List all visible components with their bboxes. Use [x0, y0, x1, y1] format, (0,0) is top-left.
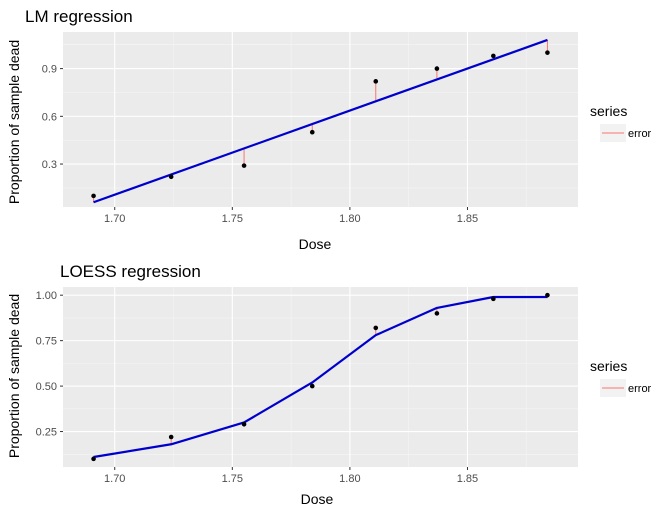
minor-grid — [63, 287, 578, 467]
legend: series error — [590, 358, 652, 397]
data-point — [309, 129, 315, 135]
plot-area — [63, 32, 578, 207]
x-tick-label: 1.75 — [222, 213, 243, 225]
legend-title: series — [590, 358, 627, 374]
data-point — [168, 174, 174, 180]
y-tick-label: 0.3 — [42, 159, 57, 171]
data-point — [91, 193, 96, 199]
legend-title: series — [590, 103, 627, 119]
x-tick-label: 1.80 — [339, 473, 360, 485]
data-point — [373, 325, 379, 331]
panel-background — [63, 32, 578, 207]
y-axis-title: Proportion of sample dead — [6, 294, 22, 458]
plot-area — [63, 287, 578, 467]
data-point — [168, 434, 174, 440]
x-tick-label: 1.80 — [339, 213, 360, 225]
data-point — [545, 292, 550, 298]
legend-label-error: error — [628, 128, 652, 140]
legend: series error — [590, 103, 652, 142]
x-axis-title: Dose — [301, 491, 334, 507]
y-tick-label: 0.9 — [42, 64, 57, 76]
data-point — [373, 79, 379, 84]
data-point — [241, 163, 247, 168]
x-tick-label: 1.85 — [457, 213, 478, 225]
fit-line — [93, 295, 548, 459]
major-grid — [63, 32, 578, 207]
data-point — [545, 50, 550, 55]
chart-title: LM regression — [25, 7, 133, 26]
data-point — [434, 66, 440, 71]
data-point — [491, 53, 496, 59]
data-point — [91, 456, 96, 462]
x-axis-title: Dose — [299, 236, 332, 252]
y-tick-label: 0.6 — [42, 111, 57, 123]
chart-title: LOESS regression — [60, 262, 201, 281]
data-point — [491, 296, 496, 302]
data-points — [91, 292, 550, 462]
lm-regression-chart: LM regression Proportion of sample dead … — [6, 7, 652, 252]
y-tick-label: 0.50 — [36, 381, 57, 393]
minor-grid — [63, 32, 578, 207]
data-point — [309, 383, 315, 389]
y-axis-title: Proportion of sample dead — [6, 40, 22, 204]
loess-regression-chart: LOESS regression Proportion of sample de… — [6, 262, 652, 507]
major-grid — [63, 287, 578, 467]
x-tick-label: 1.70 — [104, 213, 125, 225]
y-tick-label: 1.00 — [36, 290, 57, 302]
data-point — [241, 421, 247, 427]
legend-label-error: error — [628, 383, 652, 395]
data-point — [434, 311, 440, 316]
fit-line — [93, 38, 548, 204]
x-tick-label: 1.70 — [104, 473, 125, 485]
x-tick-label: 1.85 — [457, 473, 478, 485]
data-points — [91, 50, 550, 199]
x-tick-label: 1.75 — [222, 473, 243, 485]
y-tick-label: 0.75 — [36, 336, 57, 348]
y-tick-label: 0.25 — [36, 427, 57, 439]
